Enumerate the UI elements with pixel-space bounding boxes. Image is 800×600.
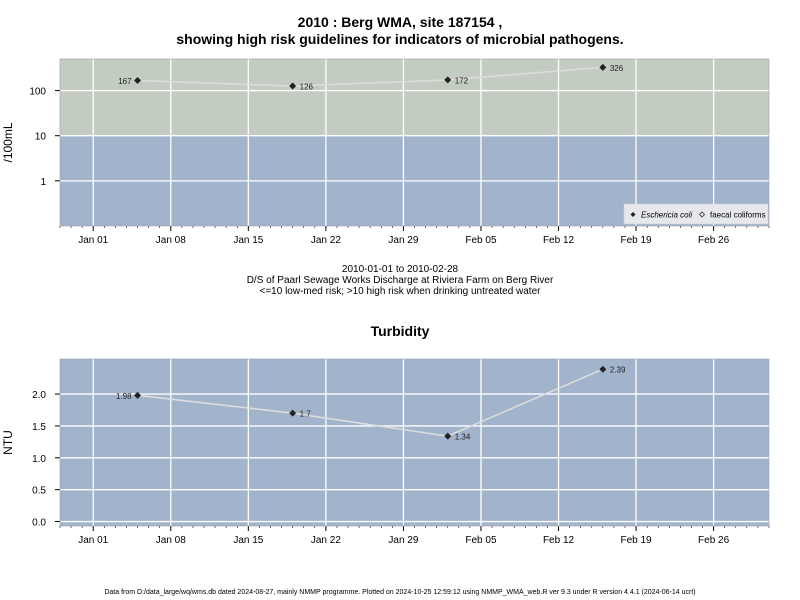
data-point — [289, 82, 297, 90]
legend-marker-filled — [630, 212, 636, 217]
turbidity-chart: Jan 01 Jan 08 Jan 15 Jan 22 Jan 29 Feb 05 Feb … — [1, 358, 770, 546]
x-tick-label: Feb 19 — [620, 535, 652, 546]
microbial-chart: Jan 01 Jan 08 Jan 15 Jan 22 Jan 29 Feb 05 Feb … — [1, 58, 770, 246]
data-point — [444, 432, 452, 440]
x-tick-label: Feb 26 — [698, 235, 730, 246]
x-tick-label: Feb 12 — [543, 235, 575, 246]
data-label: 1.34 — [455, 433, 471, 442]
y-tick-label: 0.5 — [32, 486, 46, 497]
x-tick-label: Jan 01 — [78, 535, 108, 546]
x-tick-label: Feb 12 — [543, 535, 575, 546]
plot-frame — [59, 358, 770, 527]
x-tick-label: Jan 29 — [388, 535, 418, 546]
date-range-label: 2010-01-01 to 2010-02-28 — [341, 264, 459, 275]
series-line — [137, 66, 603, 87]
y-tick-label: 0.0 — [32, 518, 46, 529]
x-tick-label: Jan 22 — [311, 535, 341, 546]
high-risk-band — [60, 59, 769, 136]
legend-entry-faecal: faecal coliforms — [710, 211, 766, 220]
data-label: 172 — [455, 76, 469, 85]
turbidity-chart-title: Turbidity — [370, 323, 430, 339]
y-tick-label: 1.5 — [32, 422, 46, 433]
x-tick-label: Jan 08 — [156, 235, 186, 246]
y-tick-label: 1 — [40, 177, 46, 188]
data-label: 1.7 — [300, 410, 312, 419]
y-tick-label: 100 — [29, 87, 46, 98]
legend-box — [623, 203, 769, 225]
x-tick-label: Feb 05 — [465, 535, 497, 546]
chart-title-line-1: 2010 : Berg WMA, site 187154 , — [297, 14, 503, 30]
legend-marker-open — [698, 211, 706, 218]
plot-frame — [59, 58, 770, 227]
x-tick-label: Jan 01 — [78, 235, 108, 246]
y-tick-label: 10 — [35, 132, 47, 143]
data-label: 1.98 — [116, 392, 132, 401]
data-source-footer: Data from D:/data_large/wq/wms.db dated … — [104, 589, 696, 596]
x-tick-label: Jan 29 — [388, 235, 418, 246]
data-point — [134, 77, 142, 85]
data-point — [444, 76, 452, 84]
data-point — [134, 391, 142, 399]
data-label: 2.39 — [610, 366, 626, 375]
x-tick-label: Feb 19 — [620, 235, 652, 246]
data-point — [599, 63, 607, 71]
legend: Eschericia coli faecal coliforms — [623, 203, 769, 225]
risk-note: <=10 low-med risk; >10 high risk when dr… — [259, 286, 541, 297]
data-label: 167 — [118, 77, 132, 86]
x-tick-label: Jan 22 — [311, 235, 341, 246]
y-axis-label: NTU — [1, 430, 15, 455]
y-axis-label: /100mL — [1, 122, 15, 162]
y-tick-label: 2.0 — [32, 390, 46, 401]
data-label: 326 — [610, 64, 624, 73]
x-tick-label: Jan 08 — [156, 535, 186, 546]
plot-background — [60, 359, 769, 526]
series-line — [137, 368, 604, 437]
x-tick-label: Jan 15 — [233, 535, 263, 546]
data-point — [289, 409, 297, 417]
x-tick-label: Feb 26 — [698, 535, 730, 546]
x-tick-label: Feb 05 — [465, 235, 497, 246]
data-label: 126 — [300, 83, 314, 92]
legend-entry-ecoli: Eschericia coli — [641, 211, 692, 220]
chart-title-line-2: showing high risk guidelines for indicat… — [176, 31, 624, 47]
x-tick-label: Jan 15 — [233, 235, 263, 246]
data-point — [599, 365, 607, 373]
y-tick-label: 1.0 — [32, 454, 46, 465]
site-description: D/S of Paarl Sewage Works Discharge at R… — [246, 275, 554, 286]
